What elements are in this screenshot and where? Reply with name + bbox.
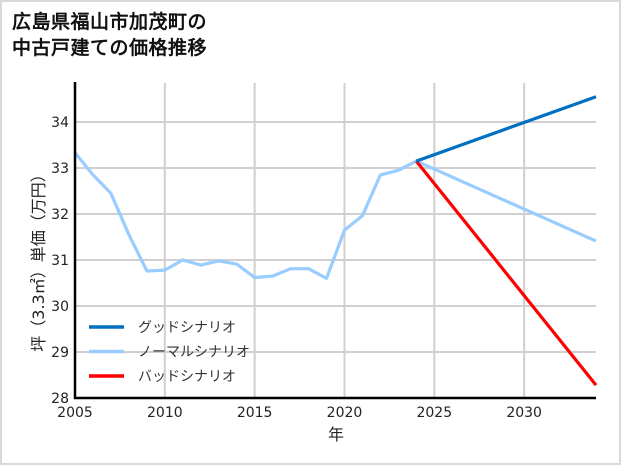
axes xyxy=(73,82,596,400)
x-tick-label: 2015 xyxy=(237,405,273,421)
y-tick-label: 28 xyxy=(51,391,69,407)
y-tick-label: 29 xyxy=(51,345,69,361)
chart-title-line1: 広島県福山市加茂町の xyxy=(12,11,208,33)
x-tick-label: 2025 xyxy=(416,405,452,421)
y-tick-label: 32 xyxy=(51,207,69,223)
tick-labels: 28 29 30 31 32 33 34 2005 2010 2015 2020 2025 2030 xyxy=(51,115,542,421)
series-line xyxy=(415,95,597,163)
legend-label: グッドシナリオ xyxy=(138,320,236,336)
y-axis-label: 坪（3.3㎡）単価（万円） xyxy=(29,166,48,351)
legend-label: バッドシナリオ xyxy=(138,369,236,385)
legend-label: ノーマルシナリオ xyxy=(138,345,250,361)
y-tick-label: 31 xyxy=(51,253,69,269)
chart-title-line2: 中古戸建ての価格推移 xyxy=(12,37,208,59)
gridlines xyxy=(75,83,596,398)
chart-title: 広島県福山市加茂町の 中古戸建ての価格推移 xyxy=(12,9,207,61)
y-tick-label: 33 xyxy=(51,161,69,177)
x-axis-label: 年 xyxy=(328,425,344,444)
x-tick-label: 2010 xyxy=(147,405,183,421)
series-line xyxy=(415,160,598,387)
series-lines xyxy=(73,95,598,387)
x-tick-label: 2020 xyxy=(327,405,363,421)
x-tick-label: 2030 xyxy=(506,405,542,421)
x-tick-label: 2005 xyxy=(57,405,93,421)
series-line xyxy=(73,151,597,280)
y-tick-label: 34 xyxy=(51,115,69,131)
y-tick-label: 30 xyxy=(51,299,69,315)
